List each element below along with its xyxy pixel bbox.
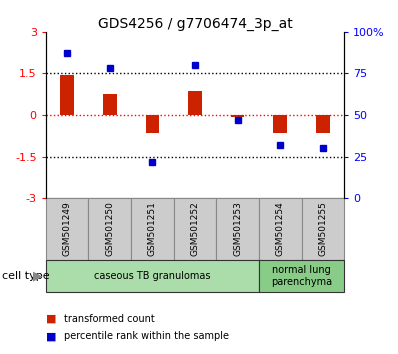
Bar — [259, 260, 344, 292]
Bar — [88, 198, 131, 260]
Bar — [174, 198, 217, 260]
Text: ▶: ▶ — [33, 270, 43, 282]
Text: GSM501251: GSM501251 — [148, 201, 157, 256]
Bar — [60, 75, 74, 115]
Bar — [273, 115, 287, 133]
Text: ■: ■ — [46, 314, 56, 324]
Text: GSM501252: GSM501252 — [191, 201, 199, 256]
Bar — [231, 115, 244, 117]
Bar — [46, 198, 88, 260]
Bar — [146, 115, 159, 133]
Bar — [302, 198, 344, 260]
Text: GSM501250: GSM501250 — [105, 201, 114, 256]
Bar — [46, 260, 259, 292]
Text: caseous TB granulomas: caseous TB granulomas — [94, 271, 211, 281]
Text: cell type: cell type — [2, 271, 50, 281]
Text: GSM501253: GSM501253 — [233, 201, 242, 256]
Bar — [259, 198, 302, 260]
Bar — [188, 91, 202, 115]
Text: transformed count: transformed count — [64, 314, 154, 324]
Bar — [217, 198, 259, 260]
Text: normal lung
parenchyma: normal lung parenchyma — [271, 265, 332, 287]
Bar — [131, 198, 174, 260]
Title: GDS4256 / g7706474_3p_at: GDS4256 / g7706474_3p_at — [98, 17, 293, 31]
Text: percentile rank within the sample: percentile rank within the sample — [64, 331, 229, 341]
Bar — [316, 115, 330, 133]
Text: GSM501249: GSM501249 — [62, 201, 72, 256]
Bar — [103, 94, 117, 115]
Text: GSM501255: GSM501255 — [318, 201, 328, 256]
Text: ■: ■ — [46, 331, 56, 341]
Text: GSM501254: GSM501254 — [276, 201, 285, 256]
